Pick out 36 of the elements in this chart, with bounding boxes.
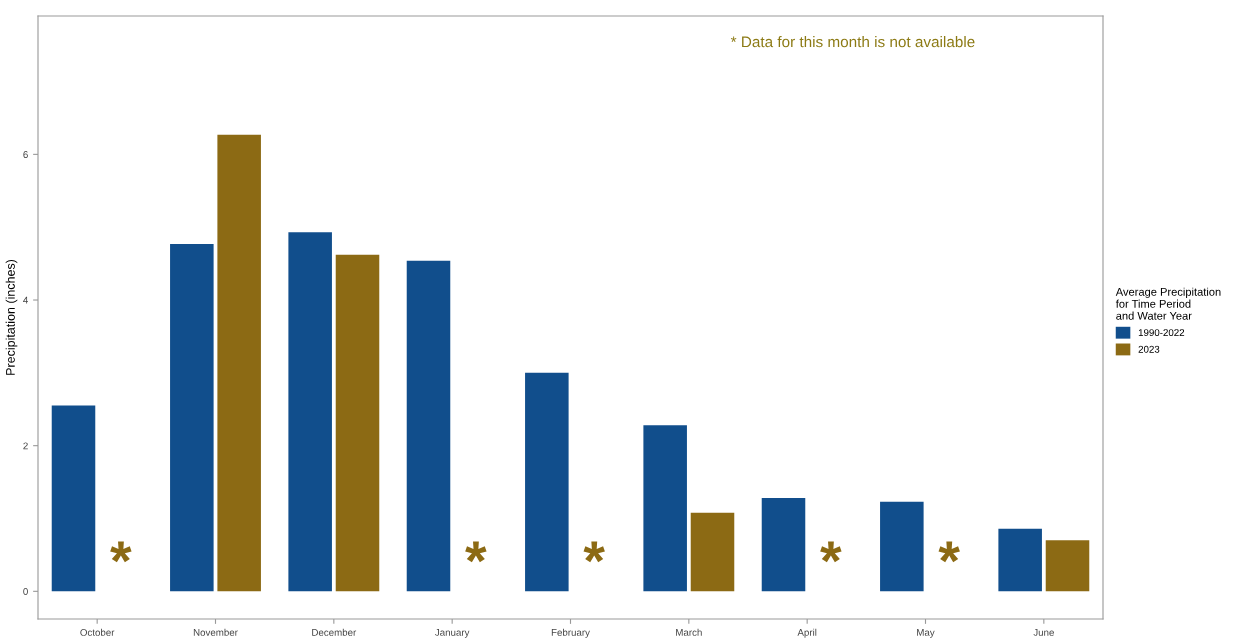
bar [335, 254, 380, 592]
y-tick-label: 2 [23, 442, 28, 450]
x-tick-label: April [797, 628, 817, 638]
bar [288, 232, 332, 592]
annotation: * [583, 541, 605, 563]
legend-title: Average Precipitation for Time Period and Water Year [1115, 287, 1221, 320]
bar [761, 498, 806, 592]
x-tick-label: November [193, 628, 238, 636]
x-tick-label: June [1033, 629, 1054, 636]
x-tick-label: March [676, 628, 702, 636]
annotation: * [465, 541, 487, 563]
annotation: * Data for this month is not available [730, 36, 975, 48]
bar [880, 501, 924, 592]
legend-label: 2023 [1138, 345, 1160, 353]
bar [525, 372, 569, 592]
bar [170, 243, 214, 592]
annotation: * [110, 541, 132, 563]
bar [51, 405, 96, 592]
y-tick-label: 0 [23, 588, 28, 595]
annotation: * [820, 541, 842, 563]
bar [217, 134, 261, 592]
bar [406, 260, 451, 592]
x-tick-label: January [435, 629, 470, 638]
x-tick-label: February [551, 628, 590, 638]
x-tick-label: October [80, 628, 115, 636]
bar [1045, 540, 1090, 592]
x-tick-label: May [917, 629, 935, 638]
bar [643, 425, 687, 592]
x-tick-label: December [312, 628, 357, 636]
y-tick-label: 6 [23, 151, 28, 158]
y-axis-title: Precipitation (inches) [5, 259, 18, 375]
bar [690, 512, 735, 592]
legend-label: 1990-2022 [1138, 329, 1185, 337]
y-tick-label: 4 [23, 296, 28, 304]
bar [998, 528, 1042, 592]
annotation: * [938, 541, 960, 563]
